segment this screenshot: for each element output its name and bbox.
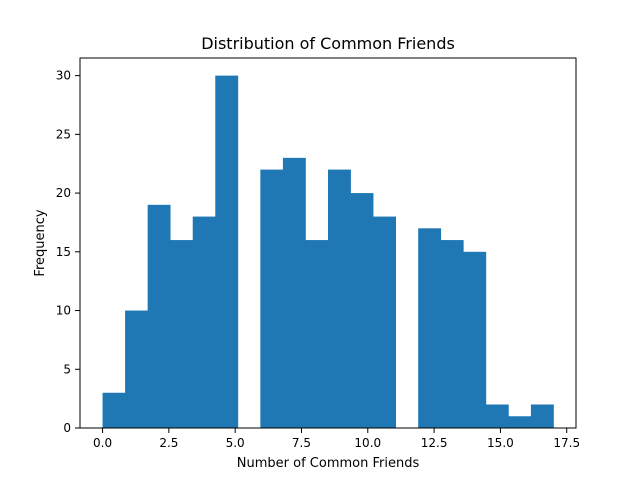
histogram-bar bbox=[508, 416, 532, 428]
y-tick-label: 20 bbox=[56, 186, 71, 200]
histogram-bar bbox=[282, 157, 306, 428]
histogram-bar bbox=[463, 251, 487, 428]
histogram-bar bbox=[418, 228, 442, 428]
x-tick-label: 7.5 bbox=[292, 436, 311, 450]
x-tick-label: 15.0 bbox=[487, 436, 514, 450]
x-tick-label: 12.5 bbox=[421, 436, 448, 450]
y-tick-label: 10 bbox=[56, 304, 71, 318]
y-tick-label: 30 bbox=[56, 69, 71, 83]
x-axis-label: Number of Common Friends bbox=[237, 456, 420, 471]
histogram-bar bbox=[328, 169, 351, 428]
x-tick-label: 10.0 bbox=[354, 436, 381, 450]
plot-frame bbox=[79, 57, 577, 429]
x-tick-label: 2.5 bbox=[159, 436, 178, 450]
histogram-bars bbox=[102, 75, 554, 429]
chart-title: Distribution of Common Friends bbox=[201, 34, 455, 53]
histogram-bar bbox=[260, 169, 284, 428]
y-tick-label: 0 bbox=[63, 421, 71, 435]
histogram-bar bbox=[102, 392, 126, 428]
histogram-bar bbox=[125, 310, 148, 428]
histogram-bar bbox=[305, 240, 329, 428]
histogram-bar bbox=[147, 204, 171, 428]
histogram-bar bbox=[530, 404, 554, 428]
x-axis: 0.0 2.5 5.0 7.5 10.0 12.5 15.0 17.5 bbox=[93, 428, 580, 450]
histogram-bar bbox=[215, 75, 239, 429]
y-tick-label: 15 bbox=[56, 245, 71, 259]
y-axis: 0 5 10 15 20 25 30 bbox=[56, 69, 80, 435]
histogram-bar bbox=[373, 216, 396, 428]
x-tick-label: 17.5 bbox=[553, 436, 580, 450]
histogram-bar bbox=[170, 240, 194, 428]
y-tick-label: 5 bbox=[63, 362, 71, 376]
y-tick-label: 25 bbox=[56, 127, 71, 141]
x-tick-label: 5.0 bbox=[226, 436, 245, 450]
histogram-bar bbox=[350, 193, 374, 428]
x-tick-label: 0.0 bbox=[93, 436, 112, 450]
histogram-bar bbox=[192, 216, 216, 428]
histogram-bar bbox=[485, 404, 509, 428]
y-axis-label: Frequency bbox=[33, 209, 48, 276]
histogram-bar bbox=[440, 240, 464, 428]
